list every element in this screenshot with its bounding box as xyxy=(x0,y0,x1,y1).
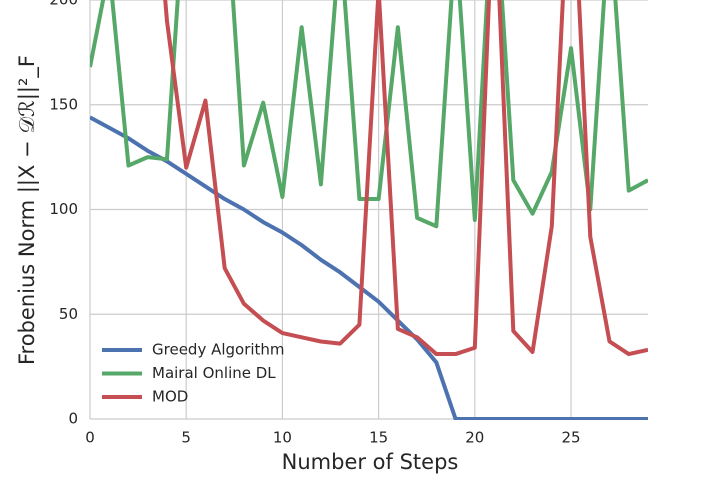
x-tick-label: 20 xyxy=(465,429,484,447)
y-tick-label: 50 xyxy=(59,305,78,323)
legend-label: Greedy Algorithm xyxy=(152,341,285,359)
x-tick-label: 15 xyxy=(369,429,388,447)
x-tick-label: 10 xyxy=(273,429,292,447)
y-tick-label: 0 xyxy=(68,410,78,428)
legend-label: MOD xyxy=(152,388,188,406)
series-line xyxy=(163,0,648,357)
y-tick-label: 100 xyxy=(49,200,78,218)
x-tick-label: 5 xyxy=(181,429,191,447)
series-line xyxy=(90,0,648,229)
y-tick-label: 200 xyxy=(49,0,78,9)
x-tick-label: 25 xyxy=(561,429,580,447)
legend-label: Mairal Online DL xyxy=(152,364,276,382)
series-line xyxy=(90,115,648,420)
y-axis-label: Frobenius Norm ||X − 𝒟ℛ||²_F xyxy=(15,55,40,365)
lines xyxy=(90,0,648,420)
y-tick-label: 150 xyxy=(49,95,78,113)
x-tick-label: 0 xyxy=(85,429,95,447)
x-axis-label: Number of Steps xyxy=(282,450,459,474)
